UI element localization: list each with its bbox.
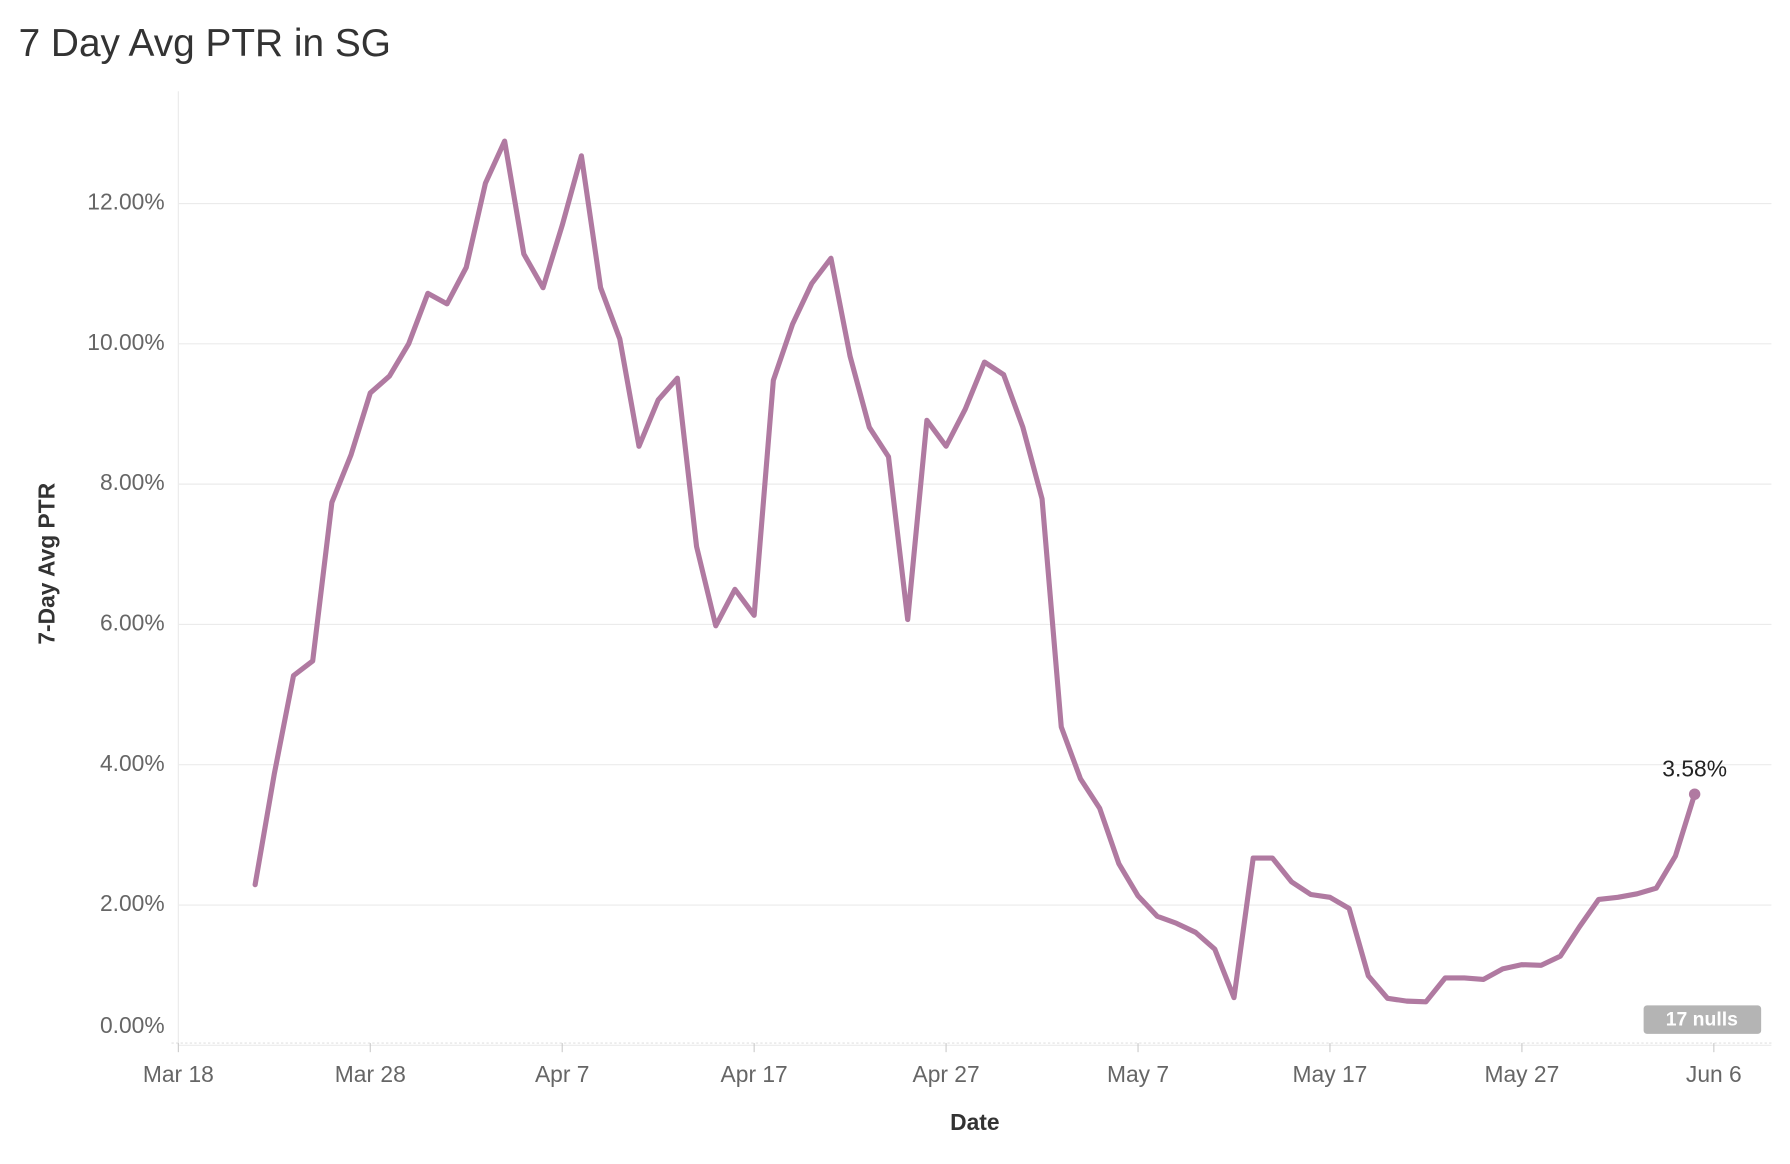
x-tick-label: Mar 28: [335, 1061, 406, 1087]
x-tick-label: May 27: [1484, 1061, 1559, 1087]
end-marker: [1688, 788, 1701, 800]
y-axis-title: 7-Day Avg PTR: [33, 483, 59, 645]
x-tick-label: Jun 6: [1686, 1061, 1742, 1087]
y-tick-label: 10.00%: [87, 329, 164, 355]
x-tick-label: Mar 18: [143, 1061, 214, 1087]
value-label: 3.58%: [1662, 755, 1727, 781]
data-line: [252, 138, 1698, 1005]
y-tick-label: 2.00%: [100, 890, 165, 916]
x-tick-label: May 7: [1107, 1061, 1169, 1087]
y-tick-label: 12.00%: [87, 189, 164, 215]
y-tick-label: 4.00%: [100, 750, 165, 776]
y-tick-label: 6.00%: [100, 609, 165, 635]
x-tick-label: May 17: [1293, 1061, 1368, 1087]
x-tick-label: Apr 17: [721, 1061, 788, 1087]
nulls-indicator: 17 nulls: [1666, 1008, 1738, 1030]
y-tick-label: 8.00%: [100, 469, 165, 495]
x-tick-label: Apr 27: [912, 1061, 979, 1087]
chart-title: 7 Day Avg PTR in SG: [19, 22, 391, 65]
x-axis-title: Date: [950, 1109, 999, 1135]
x-tick-label: Apr 7: [535, 1061, 590, 1087]
y-tick-label: 0.00%: [100, 1012, 165, 1038]
nulls-badge: [1643, 1005, 1762, 1034]
